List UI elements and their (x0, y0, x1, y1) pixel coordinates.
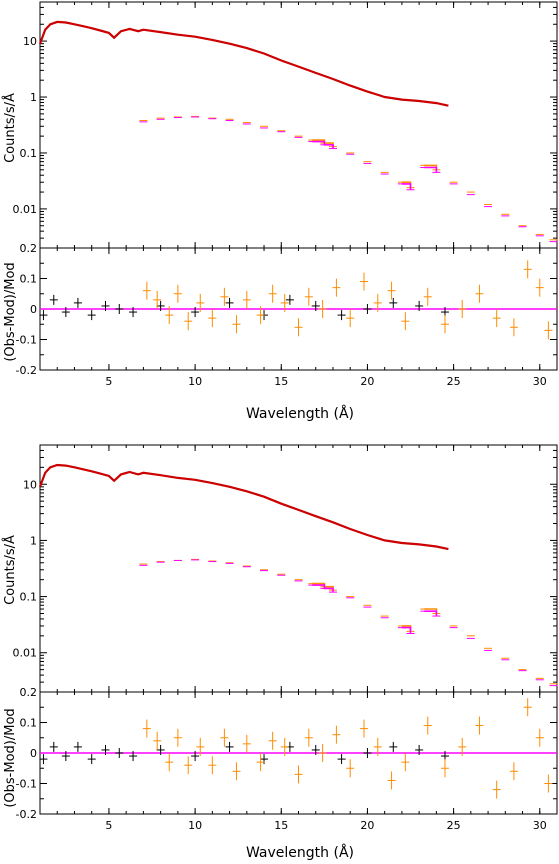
x-tick-label: 10 (188, 375, 202, 388)
plot-frame (39, 1, 558, 249)
y-tick-label: -0.1 (16, 778, 37, 791)
model-curve-red (38, 463, 449, 551)
plot-frame (39, 444, 558, 693)
xlabel-top: Wavelength (Å) (246, 405, 354, 422)
y-tick-label: 0.1 (20, 273, 38, 286)
y-tick-label: 0.01 (13, 647, 38, 660)
y-tick-label: -0.1 (16, 334, 37, 347)
spectrum-ylabel-bottom: Counts/s/Å (2, 535, 18, 605)
bottom-spectrum-panel: 0.01 0.1 1 10 (13, 444, 558, 693)
x-tick-label: 15 (274, 819, 288, 832)
y-tick-label: 1 (30, 534, 37, 547)
y-tick-label: 10 (23, 478, 37, 491)
y-tick-label: -0.2 (16, 364, 37, 377)
residual-ylabel-top: (Obs-Mod)/Mod (3, 262, 18, 361)
y-tick-label: -0.2 (16, 808, 37, 821)
x-tick-label: 30 (533, 375, 547, 388)
model-curve-red (38, 20, 449, 107)
x-tick-label: 25 (447, 819, 461, 832)
y-tick-label: 0.1 (20, 147, 38, 160)
y-tick-label: 0.1 (20, 717, 38, 730)
top-residuals-panel: 5 10 15 20 25 30 -0.2 -0.1 0 0.1 0.2 (16, 242, 558, 388)
y-tick-label: 0.01 (13, 203, 38, 216)
spectrum-steps-orange (312, 584, 553, 684)
spectrum-steps-magenta (312, 142, 553, 242)
x-tick-label: 20 (360, 819, 374, 832)
y-tick-label: 0.1 (20, 591, 38, 604)
y-tick-label: 10 (23, 35, 37, 48)
x-tick-label: 25 (447, 375, 461, 388)
x-tick-label: 20 (360, 375, 374, 388)
x-tick-label: 30 (533, 819, 547, 832)
y-tick-label: 0.2 (20, 242, 38, 255)
x-tick-label: 5 (105, 375, 112, 388)
spectrum-steps-magenta (312, 585, 553, 686)
y-tick-label: 0 (30, 747, 37, 760)
x-tick-label: 10 (188, 819, 202, 832)
x-tick-label: 15 (274, 375, 288, 388)
x-tick-label: 5 (105, 819, 112, 832)
spectrum-ylabel-top: Counts/s/Å (2, 93, 18, 163)
xlabel-bottom: Wavelength (Å) (246, 844, 354, 861)
y-tick-label: 0.2 (20, 686, 38, 699)
spectrum-steps-orange (312, 140, 553, 240)
bottom-residuals-panel: 5 10 15 20 25 30 -0.2 -0.1 0 0.1 0.2 (16, 686, 558, 832)
top-spectrum-panel: 0.01 0.1 1 10 (13, 1, 558, 249)
y-tick-label: 0 (30, 303, 37, 316)
residual-ylabel-bottom: (Obs-Mod)/Mod (3, 708, 18, 807)
y-tick-label: 1 (30, 91, 37, 104)
